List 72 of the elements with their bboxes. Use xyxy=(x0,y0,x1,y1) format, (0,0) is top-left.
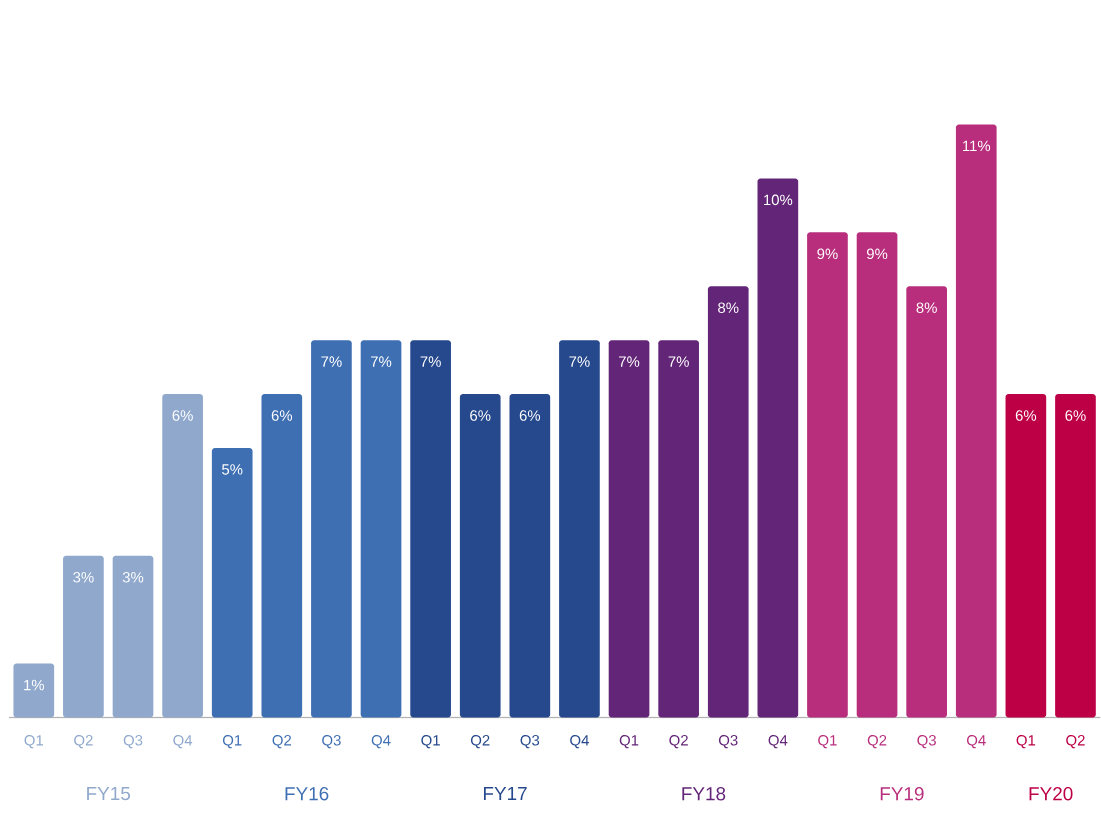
bar xyxy=(112,555,154,718)
data-label: 10% xyxy=(764,194,793,205)
x-tick-label: Q2 xyxy=(669,734,688,749)
x-tick-label: Q2 xyxy=(867,734,887,749)
bar xyxy=(360,339,402,718)
x-tick-label: Q2 xyxy=(272,734,292,749)
x-tick-label: Q1 xyxy=(24,734,44,749)
x-tick-label: Q1 xyxy=(818,734,837,749)
data-label: 3% xyxy=(122,571,144,583)
x-tick-label: Q1 xyxy=(1016,734,1036,749)
data-label: 5% xyxy=(222,463,243,475)
text: FY16 xyxy=(285,786,329,801)
bar xyxy=(658,339,699,718)
x-tick-label: Q3 xyxy=(520,734,540,749)
data-label: 9% xyxy=(817,248,838,259)
bar xyxy=(856,232,898,718)
text: FY19 xyxy=(880,786,924,801)
bar xyxy=(13,663,55,718)
x-tick-label: Q3 xyxy=(322,734,341,749)
bar xyxy=(63,555,104,718)
bar xyxy=(757,178,799,718)
data-label: 6% xyxy=(172,410,193,421)
x-tick-label: Q3 xyxy=(718,734,738,749)
bar xyxy=(410,339,451,718)
bar xyxy=(261,393,303,718)
data-label: 8% xyxy=(916,302,937,313)
bar xyxy=(1005,393,1047,718)
data-label: 11% xyxy=(963,140,991,151)
x-tick-label: Q4 xyxy=(768,734,788,749)
bar xyxy=(559,339,600,718)
bar xyxy=(906,286,947,718)
x-tick-label: Q1 xyxy=(421,734,440,749)
x-tick-label: Q3 xyxy=(917,734,936,749)
bar xyxy=(311,339,352,718)
data-label: 3% xyxy=(73,571,94,583)
bar xyxy=(509,393,551,718)
x-tick-label: Q4 xyxy=(570,734,589,749)
x-tick-label: Q2 xyxy=(74,734,93,749)
text: FY17 xyxy=(483,786,527,800)
data-label: 6% xyxy=(1015,410,1037,421)
bar xyxy=(955,124,997,718)
bar xyxy=(707,286,749,718)
data-label: 7% xyxy=(321,356,342,367)
x-tick-label: Q3 xyxy=(123,734,143,749)
bar xyxy=(1055,393,1096,718)
bar xyxy=(608,339,650,718)
bar xyxy=(162,393,203,718)
text: FY18 xyxy=(682,786,726,801)
x-tick-label: Q1 xyxy=(222,734,242,749)
data-label: 7% xyxy=(420,356,441,367)
data-label: 7% xyxy=(569,356,590,367)
data-label: 7% xyxy=(668,356,689,367)
text: FY15 xyxy=(87,786,131,800)
bar xyxy=(807,232,848,718)
data-label: 1% xyxy=(24,679,45,691)
data-label: 7% xyxy=(619,356,640,367)
data-label: 6% xyxy=(519,410,541,421)
x-tick-label: Q4 xyxy=(371,734,391,749)
x-tick-label: Q2 xyxy=(1066,734,1085,749)
data-label: 8% xyxy=(718,302,739,313)
x-tick-label: Q2 xyxy=(470,734,490,749)
x-tick-label: Q4 xyxy=(173,734,193,749)
bar xyxy=(211,447,253,718)
text: FY20 xyxy=(1029,786,1073,801)
data-label: 6% xyxy=(1065,410,1086,421)
data-label: 6% xyxy=(470,410,491,421)
data-label: 7% xyxy=(371,356,392,367)
x-tick-label: Q4 xyxy=(967,734,986,749)
data-label: 6% xyxy=(271,410,293,421)
bar xyxy=(459,393,501,718)
data-label: 9% xyxy=(866,248,888,259)
x-tick-label: Q1 xyxy=(619,734,639,749)
